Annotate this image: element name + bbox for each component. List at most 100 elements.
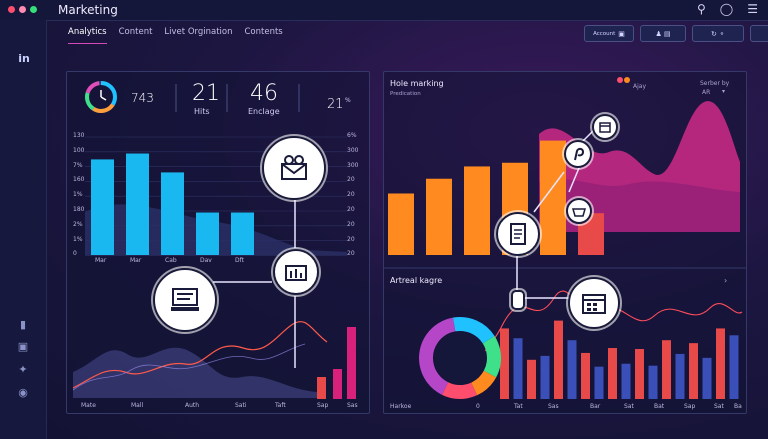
x-tick-label: Auth [185, 402, 200, 409]
sidebar-item-twitter-icon[interactable]: ✦ [18, 363, 28, 376]
tab-livet-orgination[interactable]: Livet Orgination [164, 27, 233, 37]
folder-chart-icon [285, 265, 307, 281]
y-tick-label: 7% [73, 161, 83, 169]
x-tick-label: Sap [317, 402, 329, 409]
account-button[interactable]: Account ▣ [584, 25, 634, 42]
maximize-window-button[interactable] [30, 6, 37, 13]
bar [161, 172, 184, 255]
y-tick-label: 1% [73, 235, 83, 243]
x-tick-label: Sap [684, 403, 696, 410]
x-tick-label: Mate [81, 402, 96, 409]
x-tick-label: Bar [590, 403, 601, 410]
left-analytics-panel: 743 21 Hits 46 Enclage 21 % 130 100 7% 160 1… [66, 71, 370, 414]
sidebar-item-messages-icon[interactable]: ▣ [17, 340, 29, 353]
calendar-icon [599, 122, 611, 133]
bar [567, 340, 577, 399]
folder-chart-node[interactable] [273, 249, 319, 295]
sort-label: Serber by [700, 80, 730, 87]
stat-value-enclage: 46 [250, 81, 278, 106]
toolbar: Account ▣ ♟ ▤ ↻ ⚬ ○ ➤ [584, 25, 768, 42]
sidebar-item-analytics-icon[interactable]: ▮ [19, 318, 27, 331]
bar [513, 338, 523, 399]
section-title: Artreal kagre [390, 276, 443, 285]
y-tick-label: 20 [347, 250, 355, 258]
notification-icon[interactable]: ◯ [719, 2, 734, 16]
bar [662, 340, 671, 399]
sort-select[interactable]: AR [702, 89, 711, 96]
x-tick-label: Sas [347, 402, 358, 409]
tab-content[interactable]: Content [118, 27, 153, 37]
linkedin-icon[interactable]: in [18, 52, 30, 65]
stat-value-percent: 21 [327, 97, 344, 112]
card-icon: ▣ [618, 29, 625, 38]
bar [729, 335, 739, 399]
calendar-grid-node[interactable] [568, 277, 620, 329]
y-tick-label: 0 [73, 250, 77, 258]
y-tick-label: 20 [347, 206, 355, 213]
right-marketing-panel: Hole marking Predication Ajay Serber by … [383, 71, 747, 414]
bar [689, 343, 698, 399]
bar [464, 166, 490, 255]
sync-button[interactable]: ↻ ⚬ [692, 25, 744, 42]
stat-label-percent: % [345, 97, 351, 104]
bar [500, 328, 509, 399]
bar [702, 357, 712, 399]
document-node[interactable] [496, 212, 540, 256]
sidebar: in ▮ ▣ ✦ ◉ [0, 20, 47, 439]
y-tick-label: 6% [347, 132, 357, 139]
bar [608, 348, 617, 399]
y-tick-label: 1% [73, 191, 83, 199]
donut-chart-icon [419, 317, 501, 399]
chevron-down-icon[interactable]: ▾ [722, 88, 726, 95]
x-tick-label: Dav [200, 257, 212, 264]
y-tick-label: 20 [347, 220, 355, 228]
x-tick-label: Mar [130, 257, 142, 264]
x-tick-label: Sat [624, 403, 634, 410]
bar [594, 366, 604, 399]
bar [621, 363, 631, 399]
camera-envelope-icon [281, 155, 307, 180]
refresh-icon: ↻ ⚬ [711, 29, 725, 38]
x-tick-label: Dft [235, 257, 244, 264]
bar [716, 328, 725, 399]
chat-button[interactable]: ○ ➤ [750, 25, 768, 42]
x-tick-label: Harkoe [390, 403, 412, 410]
photo-mail-node[interactable] [262, 136, 326, 200]
tab-analytics[interactable]: Analytics [68, 27, 107, 44]
bar [317, 377, 326, 399]
x-tick-label: Mar [95, 257, 107, 264]
calendar-grid-icon [582, 294, 606, 314]
x-tick-label: Taft [275, 402, 286, 409]
calendar-node[interactable] [592, 114, 618, 140]
basket-icon [572, 208, 586, 217]
x-tick-label: Mall [131, 402, 144, 409]
shopping-node[interactable] [566, 198, 592, 224]
y-tick-label: 2% [73, 220, 83, 228]
search-icon[interactable]: ⚲ [697, 2, 706, 16]
people-icon: ♟ ▤ [655, 29, 671, 38]
window-controls [8, 6, 37, 13]
chevron-right-icon[interactable]: › [724, 276, 728, 285]
stat-value-hits: 21 [192, 81, 220, 106]
bar [554, 320, 563, 399]
toggle-handle[interactable] [511, 290, 525, 310]
legend-label: Ajay [633, 83, 646, 90]
tab-contents[interactable]: Contents [244, 27, 283, 37]
x-tick-label: Sat [714, 403, 724, 410]
donut-gauge-icon [85, 81, 117, 113]
panel-subtitle: Predication [390, 91, 421, 97]
y-tick-label: 20 [347, 176, 355, 184]
people-button[interactable]: ♟ ▤ [640, 25, 686, 42]
sidebar-item-pinterest-icon[interactable]: ◉ [18, 386, 28, 399]
menu-icon[interactable]: ☰ [747, 2, 758, 16]
minimize-window-button[interactable] [19, 6, 26, 13]
close-window-button[interactable] [8, 6, 15, 13]
laptop-document-node[interactable] [153, 268, 217, 332]
bar [648, 365, 658, 399]
y-tick-label: 100 [73, 146, 85, 154]
y-tick-label: 180 [73, 206, 85, 213]
left-panel-graphics [72, 81, 356, 399]
pinterest-icon [574, 147, 584, 161]
y-tick-label: 20 [347, 191, 355, 199]
pinterest-node[interactable] [564, 140, 592, 168]
